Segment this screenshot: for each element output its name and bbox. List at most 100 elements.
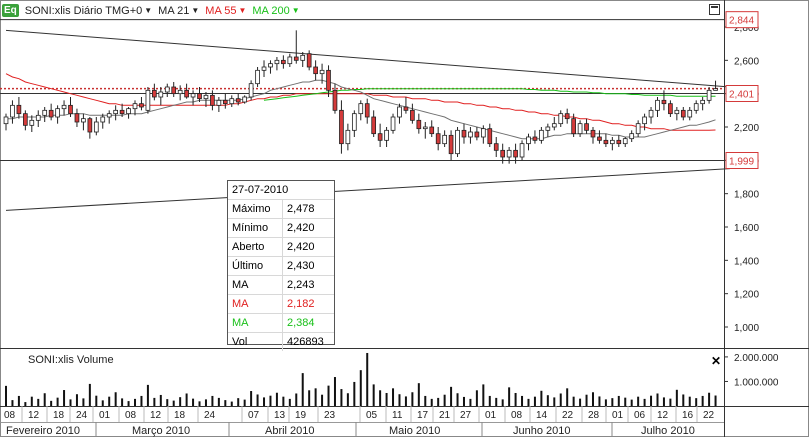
symbol-selector[interactable]: SONI:xlis Diário TMG+0 ▼ [25,5,152,17]
tooltip-value: 426893 [282,333,324,351]
volume-bar [340,389,343,406]
candle-body [429,126,435,135]
day-label: 24 [204,410,216,421]
volume-bar [295,393,298,406]
ma3-selector[interactable]: MA 200 ▼ [252,5,299,17]
tooltip-row: Vol 426893 [228,332,334,351]
candle-body [261,66,267,71]
tooltip-value: 2,243 [282,276,315,294]
volume-bar [585,394,588,406]
volume-bar [308,390,311,406]
tooltip-key: Mínimo [232,222,269,234]
candle-body [532,136,538,141]
volume-bar [88,383,91,406]
candle-body [416,119,422,130]
candle-body [558,113,564,125]
candle-body [177,89,183,95]
ma200-line [263,88,716,101]
day-label: 01 [485,410,497,421]
candle-body [629,133,635,140]
candle-body [216,99,222,106]
tooltip-key: Aberto [232,241,265,253]
volume-bar [275,392,278,406]
candle-body [55,108,60,118]
volume-bar [172,400,175,406]
candle-body [100,116,106,123]
ma1-label: MA 21 [158,4,190,17]
candle-body [635,123,641,135]
volume-bar [469,398,472,406]
candle-body [597,136,602,141]
tooltip-key: Último [232,260,264,272]
volume-bar [166,399,169,406]
volume-bar [127,401,130,406]
candle-body [287,56,293,65]
volume-bar [553,397,556,406]
candle-body [545,126,551,131]
candle-body [274,59,280,65]
candle-body [10,104,15,118]
volume-bar [630,399,633,406]
candle-body [351,113,357,131]
candle-body [132,103,138,110]
volume-bar [204,399,207,406]
candle-body [506,149,512,158]
volume-bar [688,396,691,406]
tooltip-value: 2,182 [282,295,315,313]
tooltip-date-row: 27-07-2010 [228,181,334,199]
candle-body [610,139,615,145]
volume-bar [572,396,575,406]
price-tick-label: 1,400 [734,256,759,267]
volume-bar [321,394,324,406]
volume-bar [108,396,111,406]
maximize-icon[interactable] [709,4,720,15]
volume-bar [462,396,465,406]
volume-bar [379,390,382,406]
candle-body [164,86,170,93]
candle-body [184,89,189,98]
day-label: 01 [612,410,624,421]
candle-body [3,116,9,125]
candle-body [371,116,377,135]
volume-bar [5,385,7,406]
candle-body [616,139,622,145]
volume-bar [559,393,562,406]
day-label: 16 [682,410,694,421]
candle-body [713,88,718,91]
candle-body [145,89,151,111]
price-tick-label: 1,800 [734,190,759,201]
ma2-label: MA 55 [205,4,237,17]
candle-body [661,99,667,105]
symbol-label: SONI:xlis Diário TMG+0 [24,4,143,17]
candle-body [113,109,118,115]
candle-body [680,109,686,118]
tooltip-row: Máximo 2,478 [228,199,334,218]
volume-bar [675,389,678,406]
volume-bar [256,394,259,406]
candle-body [203,94,209,100]
volume-bar [101,400,104,406]
candle-body [571,118,576,135]
volume-bar [263,397,266,406]
volume-bar [540,390,543,406]
tooltip-row: MA 2,384 [228,313,334,332]
volume-bar [282,396,285,406]
ma2-selector[interactable]: MA 55 ▼ [205,5,246,17]
day-label: 22 [562,410,574,421]
candle-body [81,118,86,123]
close-icon[interactable]: ✕ [711,354,722,368]
candle-body [539,129,544,141]
volume-bar [75,394,78,406]
volume-bar [514,392,517,406]
ma1-selector[interactable]: MA 21 ▼ [158,5,199,17]
day-label: 08 [125,410,137,421]
chevron-down-icon: ▼ [238,6,247,15]
candle-body [248,83,254,98]
volume-bar [24,402,27,406]
price-tag-box [725,152,759,169]
candle-body [326,69,331,91]
price-tick-label: 1,600 [734,223,759,234]
volume-bar [527,398,530,406]
volume-bar [443,394,446,406]
volume-bar [159,394,162,406]
